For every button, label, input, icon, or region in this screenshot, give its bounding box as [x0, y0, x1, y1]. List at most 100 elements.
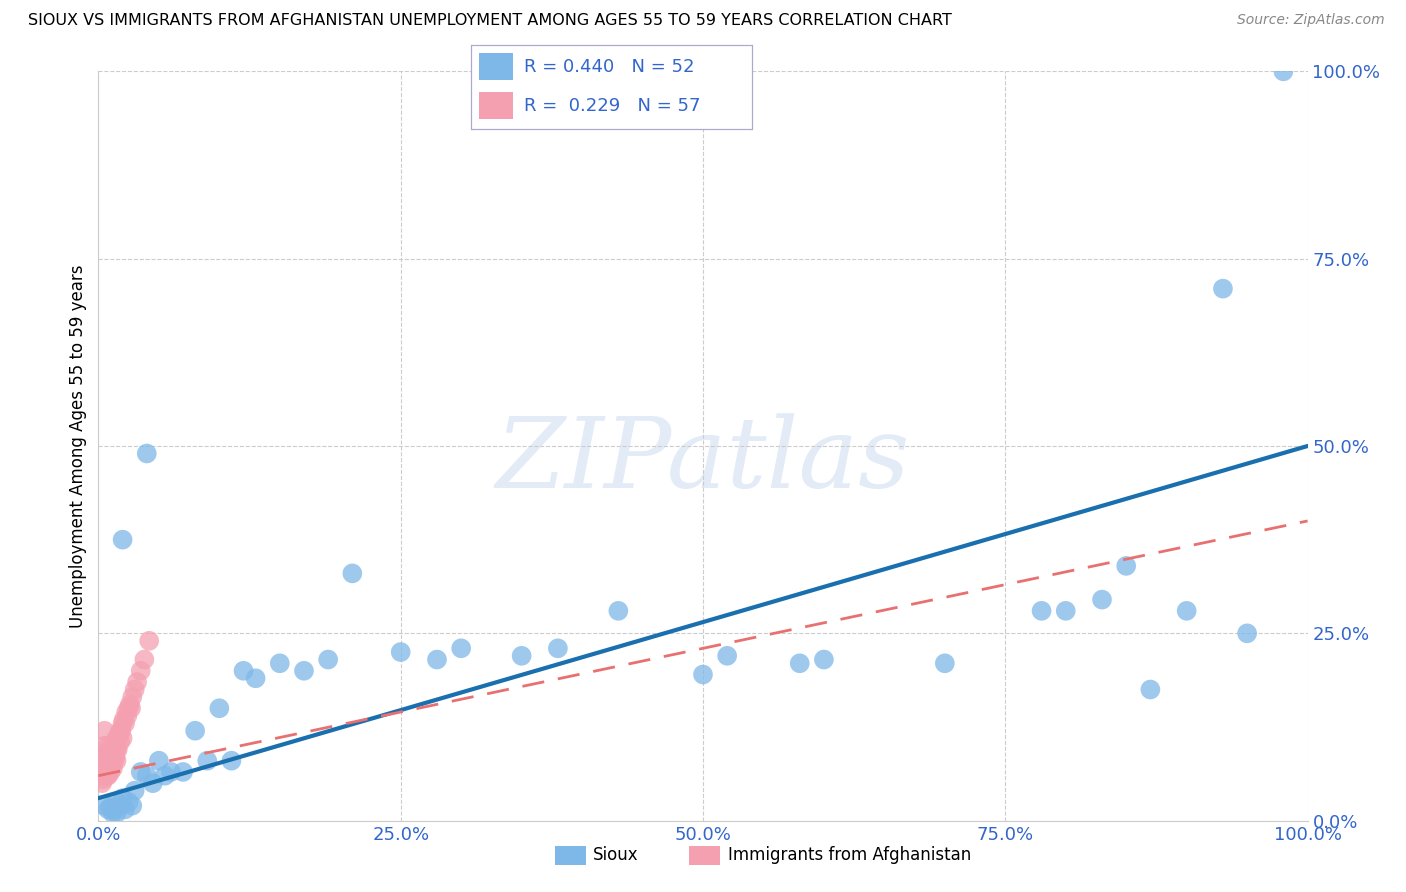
Point — [91, 764, 114, 779]
Point — [135, 446, 157, 460]
Point — [547, 641, 569, 656]
Point — [111, 731, 134, 746]
Point — [1115, 558, 1137, 573]
Text: SIOUX VS IMMIGRANTS FROM AFGHANISTAN UNEMPLOYMENT AMONG AGES 55 TO 59 YEARS CORR: SIOUX VS IMMIGRANTS FROM AFGHANISTAN UNE… — [28, 13, 952, 29]
Point — [245, 671, 267, 685]
Point — [97, 761, 120, 775]
Point — [120, 701, 142, 715]
Point — [98, 761, 121, 775]
Point — [97, 802, 120, 816]
Y-axis label: Unemployment Among Ages 55 to 59 years: Unemployment Among Ages 55 to 59 years — [69, 264, 87, 628]
Point — [105, 754, 128, 768]
Point — [93, 769, 115, 783]
Point — [105, 731, 128, 746]
Point — [316, 652, 339, 666]
Point — [934, 657, 956, 671]
Text: Sioux: Sioux — [593, 847, 638, 864]
Point — [692, 667, 714, 681]
Text: Immigrants from Afghanistan: Immigrants from Afghanistan — [728, 847, 972, 864]
Point — [117, 708, 139, 723]
Point — [97, 769, 120, 783]
Point — [1031, 604, 1053, 618]
Point — [450, 641, 472, 656]
Point — [108, 735, 131, 749]
Point — [184, 723, 207, 738]
Point — [127, 675, 149, 690]
Point — [124, 783, 146, 797]
Point — [129, 664, 152, 678]
Point — [100, 764, 122, 779]
Point — [134, 652, 156, 666]
Point — [101, 750, 124, 764]
Point — [510, 648, 533, 663]
Point — [292, 664, 315, 678]
Point — [93, 739, 115, 753]
Point — [118, 795, 141, 809]
Point — [97, 750, 120, 764]
Point — [121, 690, 143, 704]
Point — [195, 754, 218, 768]
Point — [104, 750, 127, 764]
Point — [93, 723, 115, 738]
Point — [118, 701, 141, 715]
Point — [108, 727, 131, 741]
Point — [114, 716, 136, 731]
Point — [100, 800, 122, 814]
Point — [115, 705, 138, 719]
Point — [1212, 282, 1234, 296]
Point — [101, 739, 124, 753]
Point — [100, 754, 122, 768]
Point — [124, 682, 146, 697]
Point — [94, 769, 117, 783]
Point — [129, 764, 152, 779]
Point — [269, 657, 291, 671]
Point — [105, 742, 128, 756]
Point — [342, 566, 364, 581]
Point — [96, 769, 118, 783]
Point — [101, 761, 124, 775]
Text: R =  0.229   N = 57: R = 0.229 N = 57 — [524, 96, 702, 114]
Point — [1091, 592, 1114, 607]
Point — [93, 754, 115, 768]
Point — [232, 664, 254, 678]
Point — [96, 746, 118, 760]
Point — [813, 652, 835, 666]
Bar — [479, 92, 513, 120]
Point — [607, 604, 630, 618]
Point — [103, 802, 125, 816]
Point — [118, 698, 141, 712]
Point — [91, 772, 114, 787]
Point — [108, 723, 131, 738]
Point — [1175, 604, 1198, 618]
Text: R = 0.440   N = 52: R = 0.440 N = 52 — [524, 58, 695, 76]
Point — [98, 750, 121, 764]
Point — [160, 764, 183, 779]
Point — [135, 769, 157, 783]
Point — [172, 764, 194, 779]
Point — [104, 739, 127, 753]
Bar — [479, 54, 513, 80]
Point — [110, 723, 132, 738]
Point — [91, 776, 114, 790]
Point — [389, 645, 412, 659]
Point — [111, 716, 134, 731]
Point — [789, 657, 811, 671]
Point — [426, 652, 449, 666]
Point — [208, 701, 231, 715]
Point — [107, 742, 129, 756]
Point — [93, 798, 115, 813]
Point — [108, 798, 131, 813]
Point — [103, 754, 125, 768]
Point — [112, 713, 135, 727]
Text: ZIPatlas: ZIPatlas — [496, 413, 910, 508]
Point — [96, 757, 118, 772]
Point — [101, 806, 124, 821]
Point — [1272, 64, 1295, 78]
Point — [100, 742, 122, 756]
Point — [148, 754, 170, 768]
Point — [142, 776, 165, 790]
Point — [100, 746, 122, 760]
Point — [94, 761, 117, 775]
Point — [97, 739, 120, 753]
Point — [90, 769, 112, 783]
